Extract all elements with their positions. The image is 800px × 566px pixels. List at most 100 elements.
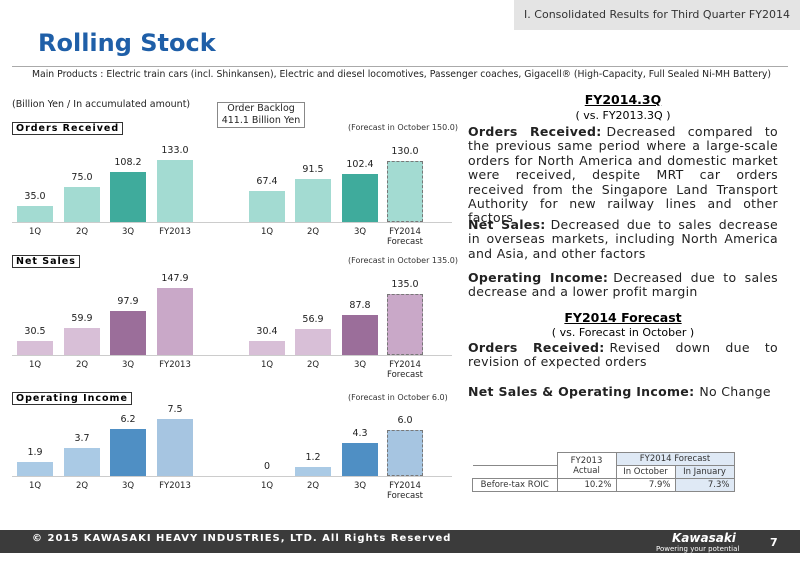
header-cell: FY2013 Actual	[556, 452, 617, 479]
bar	[110, 428, 146, 476]
logo: Kawasaki	[672, 531, 736, 545]
backlog-title: Order Backlog	[227, 103, 295, 114]
cell: 7.3%	[674, 478, 735, 492]
annotation: (Forecast in October 135.0)	[348, 256, 458, 265]
row-label: Before-tax ROIC	[472, 478, 558, 492]
lead: Operating Income:	[468, 270, 609, 285]
backlog-value: 411.1 Billion Yen	[221, 115, 301, 126]
data-label: 6.0	[397, 415, 413, 427]
main-products: Main Products : Electric train cars (inc…	[32, 69, 772, 80]
lead: Net Sales & Operating Income:	[468, 384, 695, 399]
x-tick-label: 2Q	[306, 481, 320, 491]
chart-title: Net Sales	[12, 255, 80, 268]
data-label: 108.2	[114, 156, 142, 168]
bar	[64, 327, 100, 355]
rule	[12, 66, 788, 67]
x-tick-label: 2Q	[306, 360, 320, 370]
bar	[295, 329, 331, 355]
data-label: 135.0	[391, 278, 419, 290]
text: Revised down due to revision of expected…	[468, 340, 778, 370]
header-cell: In January	[674, 465, 735, 479]
paragraph: Net Sales & Operating Income: No Change	[468, 384, 778, 399]
data-label: 1.2	[305, 451, 321, 463]
baseline	[12, 222, 452, 223]
data-label: 102.4	[346, 159, 374, 171]
x-tick-label: 3Q	[353, 360, 367, 370]
annotation: (Forecast in October 6.0)	[348, 393, 448, 402]
bar	[249, 190, 285, 222]
x-tick-label: 2Q	[306, 227, 320, 237]
backlog-box: Order Backlog 411.1 Billion Yen	[217, 102, 305, 128]
roic-table: FY2013 Actual FY2014 Forecast In October I…	[472, 452, 735, 492]
paragraph: Operating Income: Decreased due to sales …	[468, 270, 778, 300]
text: Decreased due to sales decrease in overs…	[468, 217, 779, 261]
bar	[157, 288, 193, 355]
x-tick-label: 1Q	[28, 227, 42, 237]
cell: 10.2%	[556, 478, 617, 492]
data-label: 30.4	[256, 326, 278, 338]
lead: Orders Received:	[468, 124, 602, 139]
x-tick-label: 3Q	[121, 360, 135, 370]
x-tick-label: 2Q	[75, 360, 89, 370]
tagline: Powering your potential	[656, 545, 740, 553]
bar	[157, 419, 193, 476]
x-tick-label: FY2013	[159, 227, 191, 237]
heading: FY2014 Forecast	[564, 310, 682, 325]
bar	[110, 171, 146, 222]
footer-bar	[0, 530, 800, 553]
x-tick-label: 1Q	[260, 481, 274, 491]
data-label: 7.5	[167, 404, 183, 415]
data-label: 91.5	[302, 164, 324, 176]
header-cell: In October	[615, 465, 676, 479]
data-label: 56.9	[302, 314, 324, 326]
data-label: 30.5	[24, 326, 46, 338]
x-tick-label: 1Q	[260, 227, 274, 237]
bar	[64, 187, 100, 222]
text: Decreased compared to the previous same …	[468, 124, 778, 226]
data-label: 75.0	[71, 172, 93, 184]
bar	[387, 430, 423, 476]
x-tick-label: 1Q	[260, 360, 274, 370]
bar	[295, 179, 331, 222]
table: FY2013 Actual FY2014 Forecast In October I…	[472, 452, 735, 492]
bar	[295, 466, 331, 476]
section-label: I. Consolidated Results for Third Quarte…	[514, 0, 800, 30]
cell: 7.9%	[615, 478, 676, 492]
bar	[342, 174, 378, 222]
data-label: 59.9	[71, 312, 93, 324]
data-label: 35.0	[24, 190, 46, 202]
x-tick-label: 2Q	[75, 481, 89, 491]
paragraph: Orders Received: Revised down due to revi…	[468, 340, 778, 370]
bar	[342, 443, 378, 476]
bar	[387, 293, 423, 355]
text: Decreased due to sales decrease and a lo…	[468, 270, 778, 300]
data-label: 130.0	[391, 146, 419, 158]
page-number: 7	[770, 536, 778, 549]
data-label: 1.9	[27, 446, 43, 458]
lead: Net Sales:	[468, 217, 546, 232]
header-cell: FY2014 Forecast	[615, 452, 735, 466]
lead: Orders Received:	[468, 340, 605, 355]
data-label: 133.0	[161, 145, 189, 156]
bar	[387, 161, 423, 222]
chart-title: Operating Income	[12, 392, 132, 405]
data-label: 87.8	[349, 300, 371, 312]
x-tick-label: 2Q	[75, 227, 89, 237]
bar	[17, 461, 53, 476]
heading: FY2014.3Q	[584, 92, 662, 107]
slide-title: Rolling Stock	[38, 29, 216, 57]
x-tick-label: 1Q	[28, 481, 42, 491]
x-tick-label: 3Q	[121, 481, 135, 491]
x-tick-label: FY2013	[159, 481, 191, 491]
data-label: 67.4	[256, 175, 278, 187]
data-label: 4.3	[352, 428, 368, 440]
annotation: (Forecast in October 150.0)	[348, 123, 458, 132]
subheading: ( vs. Forecast in October )	[551, 326, 695, 339]
text: No Change	[699, 384, 771, 399]
x-tick-label: FY2014 Forecast	[387, 360, 423, 380]
x-tick-label: FY2014 Forecast	[387, 227, 423, 247]
bar	[64, 447, 100, 476]
bar	[249, 341, 285, 355]
x-tick-label: 3Q	[353, 227, 367, 237]
